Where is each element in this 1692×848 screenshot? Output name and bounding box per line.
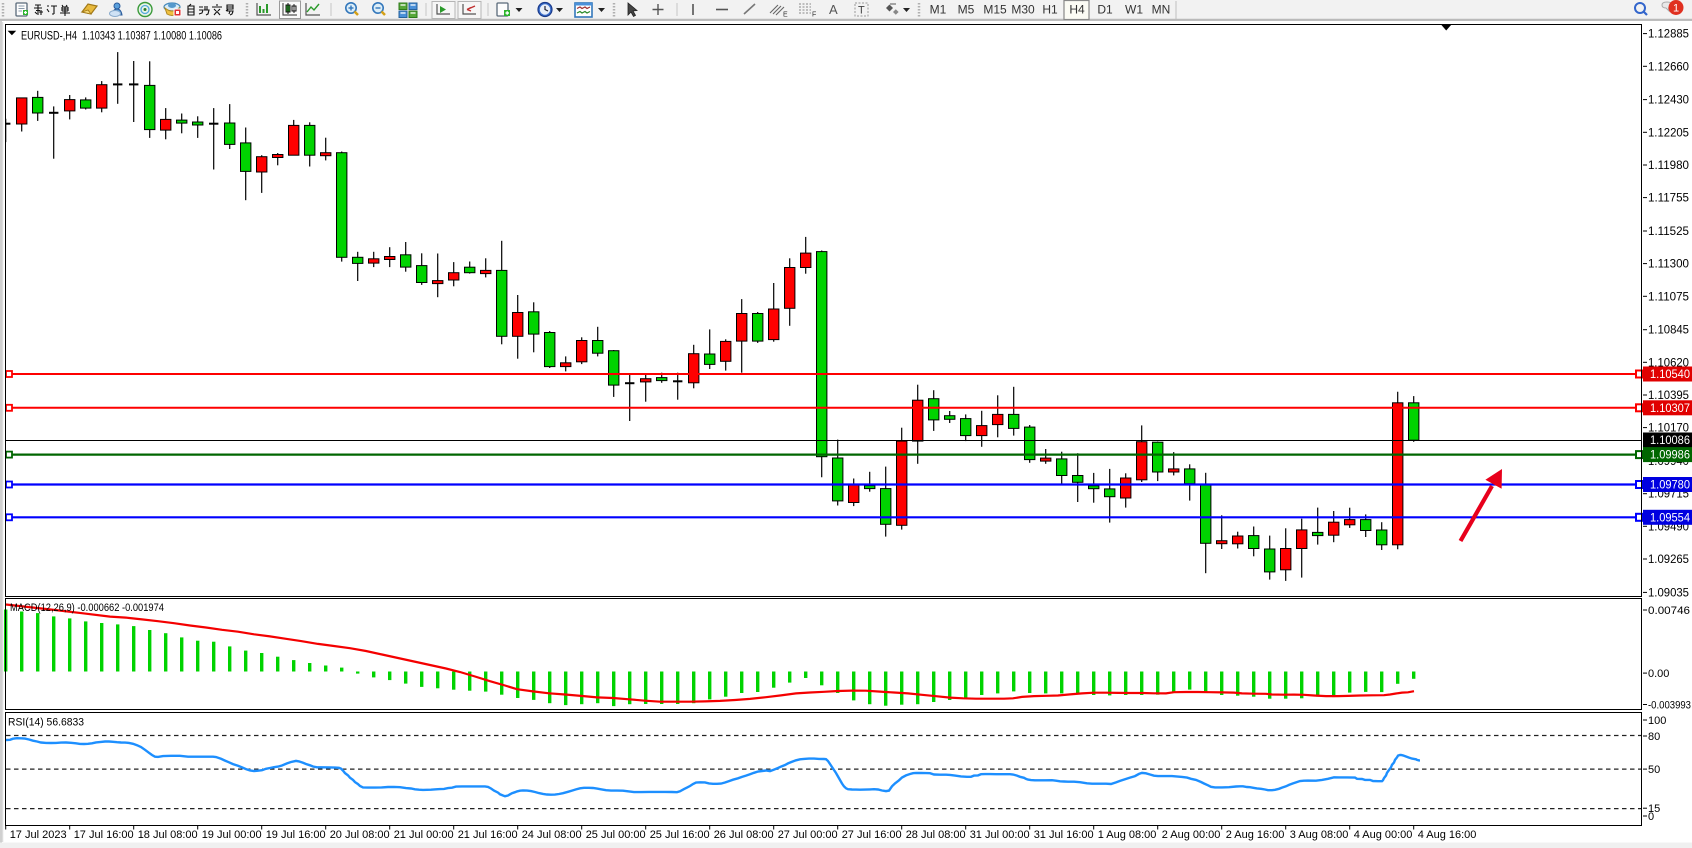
svg-text:17 Jul 16:00: 17 Jul 16:00: [74, 829, 134, 841]
svg-text:D1: D1: [1097, 3, 1113, 17]
svg-text:3 Aug 08:00: 3 Aug 08:00: [1290, 829, 1349, 841]
svg-text:RSI(14) 56.6833: RSI(14) 56.6833: [8, 717, 84, 729]
svg-text:1.12660: 1.12660: [1648, 61, 1689, 73]
svg-text:15: 15: [1648, 803, 1660, 815]
svg-text:31 Jul 16:00: 31 Jul 16:00: [1034, 829, 1094, 841]
svg-text:2 Aug 00:00: 2 Aug 00:00: [1162, 829, 1221, 841]
svg-text:1.11075: 1.11075: [1648, 291, 1689, 303]
svg-text:1.11755: 1.11755: [1648, 193, 1689, 205]
svg-text:50: 50: [1648, 764, 1660, 776]
svg-text:19 Jul 16:00: 19 Jul 16:00: [266, 829, 326, 841]
svg-text:4 Aug 16:00: 4 Aug 16:00: [1418, 829, 1477, 841]
svg-text:21 Jul 00:00: 21 Jul 00:00: [394, 829, 454, 841]
svg-text:26 Jul 08:00: 26 Jul 08:00: [714, 829, 774, 841]
svg-text:EURUSD-,H4 1.10343 1.10387 1.: EURUSD-,H4 1.10343 1.10387 1.10080 1.100…: [21, 31, 222, 43]
svg-text:4 Aug 00:00: 4 Aug 00:00: [1354, 829, 1413, 841]
svg-text:H4: H4: [1069, 3, 1085, 17]
svg-text:31 Jul 00:00: 31 Jul 00:00: [970, 829, 1030, 841]
svg-text:MACD(12,26,9) -0.000662 -0.001: MACD(12,26,9) -0.000662 -0.001974: [10, 602, 164, 614]
svg-text:1.12885: 1.12885: [1648, 29, 1689, 41]
svg-text:M15: M15: [983, 3, 1007, 17]
svg-text:1.10307: 1.10307: [1650, 403, 1690, 415]
svg-text:1.11980: 1.11980: [1648, 160, 1689, 172]
svg-text:W1: W1: [1125, 3, 1143, 17]
svg-text:1.11525: 1.11525: [1648, 226, 1689, 238]
svg-text:1.09780: 1.09780: [1650, 480, 1690, 492]
svg-text:1.10170: 1.10170: [1648, 423, 1689, 435]
svg-text:MN: MN: [1152, 3, 1171, 17]
svg-text:25 Jul 16:00: 25 Jul 16:00: [650, 829, 710, 841]
svg-text:-0.003993: -0.003993: [1648, 700, 1691, 712]
svg-text:1.09035: 1.09035: [1648, 587, 1689, 599]
svg-text:1.10086: 1.10086: [1650, 435, 1690, 447]
svg-text:1.10540: 1.10540: [1650, 369, 1690, 381]
svg-text:M5: M5: [958, 3, 975, 17]
svg-text:F: F: [812, 12, 816, 19]
svg-text:1: 1: [1673, 3, 1679, 15]
svg-text:25 Jul 00:00: 25 Jul 00:00: [586, 829, 646, 841]
svg-text:27 Jul 16:00: 27 Jul 16:00: [842, 829, 902, 841]
svg-text:H1: H1: [1042, 3, 1058, 17]
svg-text:18 Jul 08:00: 18 Jul 08:00: [138, 829, 198, 841]
svg-text:1.09554: 1.09554: [1650, 512, 1691, 524]
svg-text:1.11300: 1.11300: [1648, 259, 1689, 271]
svg-text:0: 0: [1648, 811, 1654, 823]
svg-text:2 Aug 16:00: 2 Aug 16:00: [1226, 829, 1285, 841]
svg-text:28 Jul 08:00: 28 Jul 08:00: [906, 829, 966, 841]
svg-text:M1: M1: [930, 3, 947, 17]
svg-text:1.09265: 1.09265: [1648, 554, 1689, 566]
svg-text:21 Jul 16:00: 21 Jul 16:00: [458, 829, 518, 841]
svg-text:1.10395: 1.10395: [1648, 390, 1689, 402]
svg-text:1.10620: 1.10620: [1648, 357, 1689, 369]
svg-text:20 Jul 08:00: 20 Jul 08:00: [330, 829, 390, 841]
svg-text:1.12205: 1.12205: [1648, 127, 1689, 139]
svg-text:E: E: [783, 12, 788, 19]
svg-text:M30: M30: [1011, 3, 1035, 17]
svg-text:1.12430: 1.12430: [1648, 95, 1689, 107]
svg-text:0.00746: 0.00746: [1648, 605, 1690, 617]
svg-text:0.00: 0.00: [1648, 668, 1669, 680]
svg-text:1.10845: 1.10845: [1648, 325, 1689, 337]
svg-text:100: 100: [1648, 715, 1666, 727]
svg-text:A: A: [829, 2, 838, 17]
svg-text:24 Jul 08:00: 24 Jul 08:00: [522, 829, 582, 841]
svg-text:1 Aug 08:00: 1 Aug 08:00: [1098, 829, 1157, 841]
svg-text:1.09986: 1.09986: [1650, 450, 1690, 462]
svg-text:17 Jul 2023: 17 Jul 2023: [10, 829, 67, 841]
svg-text:19 Jul 00:00: 19 Jul 00:00: [202, 829, 262, 841]
svg-text:T: T: [858, 5, 865, 17]
svg-text:80: 80: [1648, 731, 1660, 743]
svg-text:27 Jul 00:00: 27 Jul 00:00: [778, 829, 838, 841]
